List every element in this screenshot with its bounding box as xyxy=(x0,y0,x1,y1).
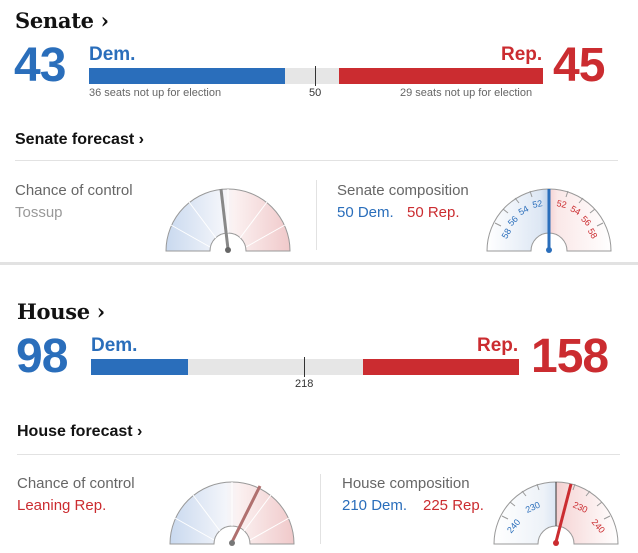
house-vertical-divider xyxy=(320,474,321,544)
senate-gauge-tick-rep-54: 54 xyxy=(569,204,583,218)
house-majority-tick xyxy=(304,357,305,377)
senate-composition-gauge: 58 56 54 52 52 54 56 58 xyxy=(486,188,612,253)
house-composition-gauge: 240 230 230 240 xyxy=(493,481,619,546)
senate-forecast-link[interactable]: Senate forecast › xyxy=(15,131,144,148)
house-dem-seats: 98 xyxy=(16,330,68,383)
senate-rep-label: Rep. xyxy=(501,44,543,65)
senate-composition-dem: 50 Dem. xyxy=(337,204,394,221)
house-title[interactable]: House › xyxy=(17,299,105,324)
senate-chance-label: Chance of control xyxy=(15,182,133,199)
senate-majority-label: 50 xyxy=(309,87,322,99)
senate-gauge-tick-rep-58: 58 xyxy=(586,227,600,241)
house-composition-dem: 210 Dem. xyxy=(342,497,408,514)
senate-dem-seats: 43 xyxy=(14,39,66,92)
senate-dem-bar xyxy=(89,68,285,84)
house-dem-label: Dem. xyxy=(91,335,138,356)
senate-composition-rep: 50 Rep. xyxy=(407,204,460,221)
senate-chance-needle xyxy=(219,188,230,250)
senate-gauge-tick-rep-52: 52 xyxy=(556,198,568,210)
senate-vertical-divider xyxy=(316,180,317,250)
section-separator xyxy=(0,262,638,265)
senate-majority-tick xyxy=(315,66,316,86)
senate-dem-label: Dem. xyxy=(89,44,136,65)
senate-gauge-tick-dem-58: 58 xyxy=(500,227,514,241)
senate-rep-seats: 45 xyxy=(553,39,605,92)
senate-dem-not-up: 36 seats not up for election xyxy=(89,87,222,99)
house-dem-bar xyxy=(91,359,188,375)
house-chance-needle xyxy=(230,485,262,543)
house-composition-needle xyxy=(554,483,573,543)
senate-chance-gauge xyxy=(165,188,291,253)
senate-title[interactable]: Senate › xyxy=(15,8,109,33)
senate-gauge-tick-dem-54: 54 xyxy=(517,204,531,218)
house-chance-label: Chance of control xyxy=(17,475,135,492)
house-chance-gauge xyxy=(169,481,295,546)
house-divider xyxy=(17,454,620,455)
senate-gauge-tick-dem-52: 52 xyxy=(531,198,543,210)
house-composition-label: House composition xyxy=(342,475,470,492)
house-rep-label: Rep. xyxy=(477,335,519,356)
house-composition-rep: 225 Rep. xyxy=(423,497,484,514)
senate-rep-bar xyxy=(339,68,543,84)
house-rep-seats: 158 xyxy=(531,330,609,383)
senate-composition-label: Senate composition xyxy=(337,182,469,199)
house-chance-value: Leaning Rep. xyxy=(17,497,107,514)
house-majority-label: 218 xyxy=(295,378,314,390)
senate-divider xyxy=(15,160,618,161)
senate-chance-value: Tossup xyxy=(15,204,63,221)
house-rep-bar xyxy=(363,359,519,375)
house-forecast-link[interactable]: House forecast › xyxy=(17,423,143,440)
senate-rep-not-up: 29 seats not up for election xyxy=(400,87,533,99)
